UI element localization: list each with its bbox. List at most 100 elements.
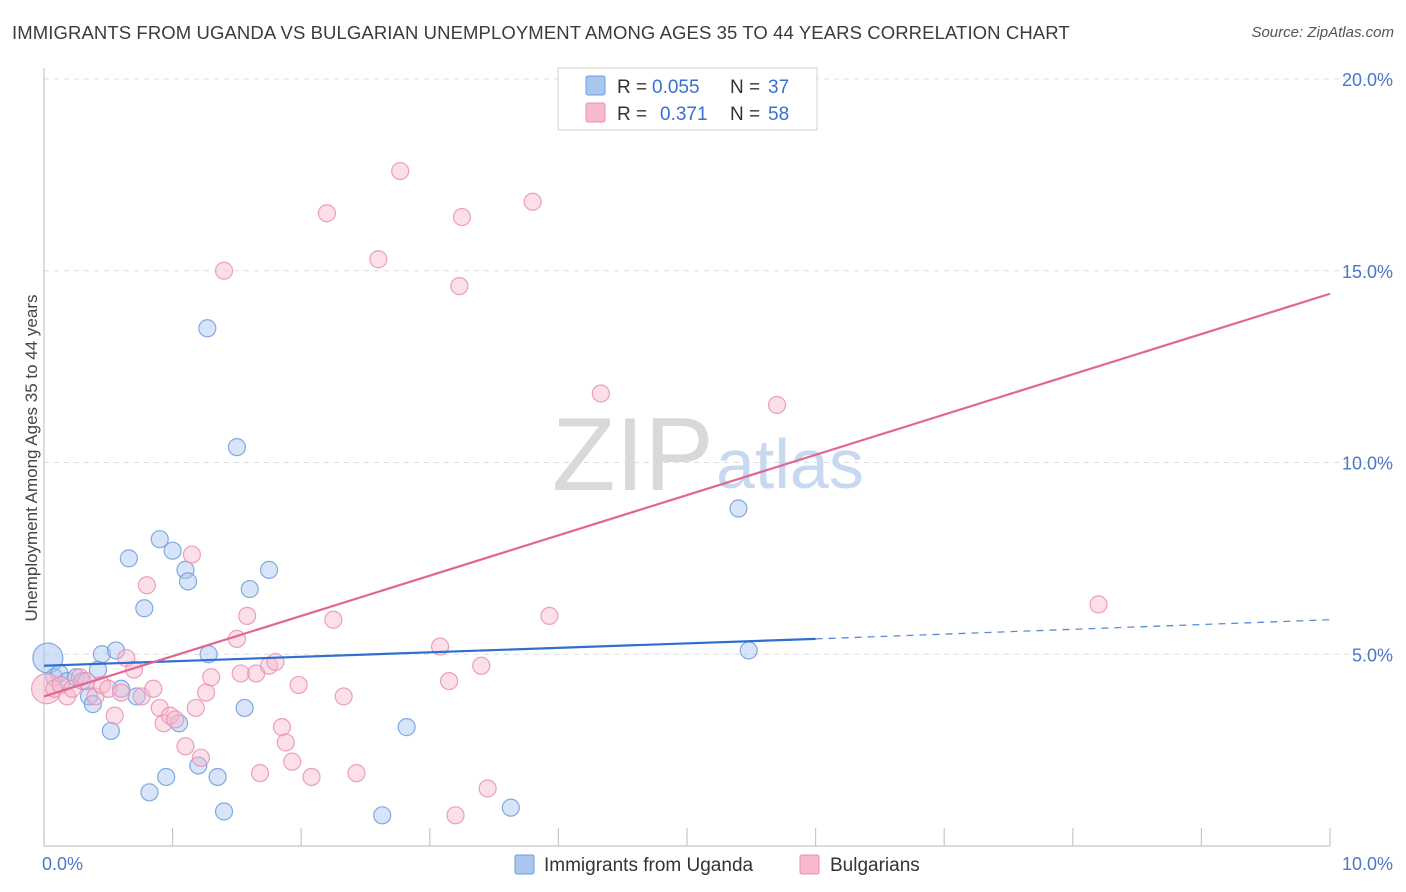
watermark-zip: ZIP xyxy=(552,397,714,513)
bulgarians-point-13 xyxy=(124,660,144,679)
data-points xyxy=(30,161,1108,825)
uganda-point-15 xyxy=(135,599,154,618)
uganda-point-29 xyxy=(235,698,254,718)
uganda-trend-extension xyxy=(815,619,1331,640)
uganda-point-33 xyxy=(397,718,416,737)
uganda-point-26 xyxy=(208,767,227,787)
legend-r-value-uganda: 0.055 xyxy=(652,77,700,98)
bulgarians-point-41 xyxy=(324,610,343,629)
bulgarians-point-52 xyxy=(478,779,497,798)
uganda-point-32 xyxy=(373,806,392,825)
bulgarians-point-26 xyxy=(202,668,221,687)
bulgarians-point-49 xyxy=(450,276,469,296)
bulgarians-point-24 xyxy=(191,748,210,767)
y-tick-labels: 5.0% 10.0% 15.0% 20.0% xyxy=(1342,70,1393,665)
bulgarians-point-57 xyxy=(1089,595,1108,614)
bulgarians-point-10 xyxy=(105,706,124,725)
bulgarians-trend-line xyxy=(43,292,1331,698)
bulgarians-point-43 xyxy=(347,764,366,783)
legend-swatch-bulgarians xyxy=(585,102,606,123)
legend-n-value-uganda: 37 xyxy=(768,77,789,98)
legend-r-label-uganda: R = xyxy=(617,77,647,98)
bulgarians-point-39 xyxy=(302,767,321,787)
bulgarians-point-21 xyxy=(176,737,195,756)
legend-r-value-bulgarians: 0.371 xyxy=(660,104,708,125)
uganda-point-34 xyxy=(501,798,520,817)
uganda-point-18 xyxy=(157,767,176,787)
bulgarians-point-48 xyxy=(446,806,465,825)
legend-n-label-bulgarians: N = xyxy=(730,104,760,125)
bulgarians-point-17 xyxy=(150,698,169,718)
bulgarians-point-35 xyxy=(272,718,292,737)
uganda-point-13 xyxy=(119,549,138,568)
uganda-point-22 xyxy=(178,572,198,591)
uganda-point-17 xyxy=(150,530,169,549)
uganda-point-21 xyxy=(176,560,195,579)
uganda-trend-line xyxy=(43,637,816,667)
bulgarians-point-37 xyxy=(283,752,302,771)
top-legend: R = 0.055 N = 37 R = 0.371 N = 58 xyxy=(557,67,818,131)
uganda-point-11 xyxy=(106,641,126,660)
bulgarians-point-54 xyxy=(540,606,559,626)
bulgarians-point-51 xyxy=(472,656,491,675)
bulgarians-point-15 xyxy=(137,576,156,595)
bulgarians-point-47 xyxy=(439,671,459,691)
x-ticks xyxy=(43,828,1331,846)
bottom-legend: Immigrants from Uganda Bulgarians xyxy=(514,854,920,876)
uganda-point-28 xyxy=(227,438,246,457)
uganda-point-24 xyxy=(198,319,217,338)
bottom-legend-label-bulgarians: Bulgarians xyxy=(830,855,920,876)
bulgarians-point-29 xyxy=(231,664,250,683)
bulgarians-point-50 xyxy=(452,207,472,227)
bulgarians-point-11 xyxy=(112,683,131,702)
y-axis-title: Unemployment Among Ages 35 to 44 years xyxy=(22,295,41,622)
uganda-point-30 xyxy=(240,579,259,599)
bulgarians-point-34 xyxy=(266,652,285,672)
bulgarians-point-56 xyxy=(767,395,787,415)
x-tick-label-0: 0.0% xyxy=(42,854,83,874)
legend-swatch-uganda xyxy=(585,75,606,96)
bulgarians-point-44 xyxy=(369,250,388,269)
uganda-point-35 xyxy=(729,499,748,518)
bulgarians-point-32 xyxy=(250,764,270,783)
legend-r-label-bulgarians: R = xyxy=(617,104,647,125)
bulgarians-point-25 xyxy=(196,683,216,702)
legend-n-label-uganda: N = xyxy=(730,77,760,98)
uganda-point-10 xyxy=(101,721,120,741)
y-tick-label-0: 5.0% xyxy=(1352,645,1393,665)
y-tick-label-3: 20.0% xyxy=(1342,70,1393,90)
bulgarians-point-36 xyxy=(276,733,295,752)
bottom-legend-swatch-uganda xyxy=(514,854,535,875)
bulgarians-point-16 xyxy=(144,679,163,698)
bulgarians-point-38 xyxy=(289,675,308,695)
uganda-point-16 xyxy=(140,783,159,802)
bulgarians-point-45 xyxy=(391,161,410,181)
y-tick-label-2: 15.0% xyxy=(1342,262,1393,282)
x-tick-labels: 0.0% 10.0% xyxy=(42,854,1393,874)
bulgarians-point-53 xyxy=(523,192,542,211)
legend-n-value-bulgarians: 58 xyxy=(768,104,789,125)
bottom-legend-label-uganda: Immigrants from Uganda xyxy=(544,855,754,876)
uganda-point-27 xyxy=(214,802,234,821)
bottom-legend-swatch-bulgarians xyxy=(799,854,820,875)
y-tick-label-1: 10.0% xyxy=(1342,454,1393,474)
bulgarians-point-0 xyxy=(30,673,63,705)
source-label: Source: ZipAtlas.com xyxy=(1251,24,1394,41)
bulgarians-point-27 xyxy=(214,261,234,280)
bulgarians-point-22 xyxy=(182,545,201,564)
chart-title: IMMIGRANTS FROM UGANDA VS BULGARIAN UNEM… xyxy=(12,22,1070,43)
bulgarians-point-30 xyxy=(238,606,257,626)
bulgarians-point-40 xyxy=(317,204,337,223)
x-tick-label-1: 10.0% xyxy=(1342,854,1393,874)
trend-lines xyxy=(43,292,1331,698)
bulgarians-point-55 xyxy=(591,384,610,403)
uganda-point-8 xyxy=(88,660,108,679)
bulgarians-point-42 xyxy=(334,687,353,706)
uganda-point-31 xyxy=(259,560,279,579)
bulgarians-point-20 xyxy=(166,710,185,729)
uganda-point-12 xyxy=(112,679,131,698)
bulgarians-point-23 xyxy=(186,698,205,718)
uganda-point-19 xyxy=(163,541,182,560)
gridlines xyxy=(44,78,1392,655)
